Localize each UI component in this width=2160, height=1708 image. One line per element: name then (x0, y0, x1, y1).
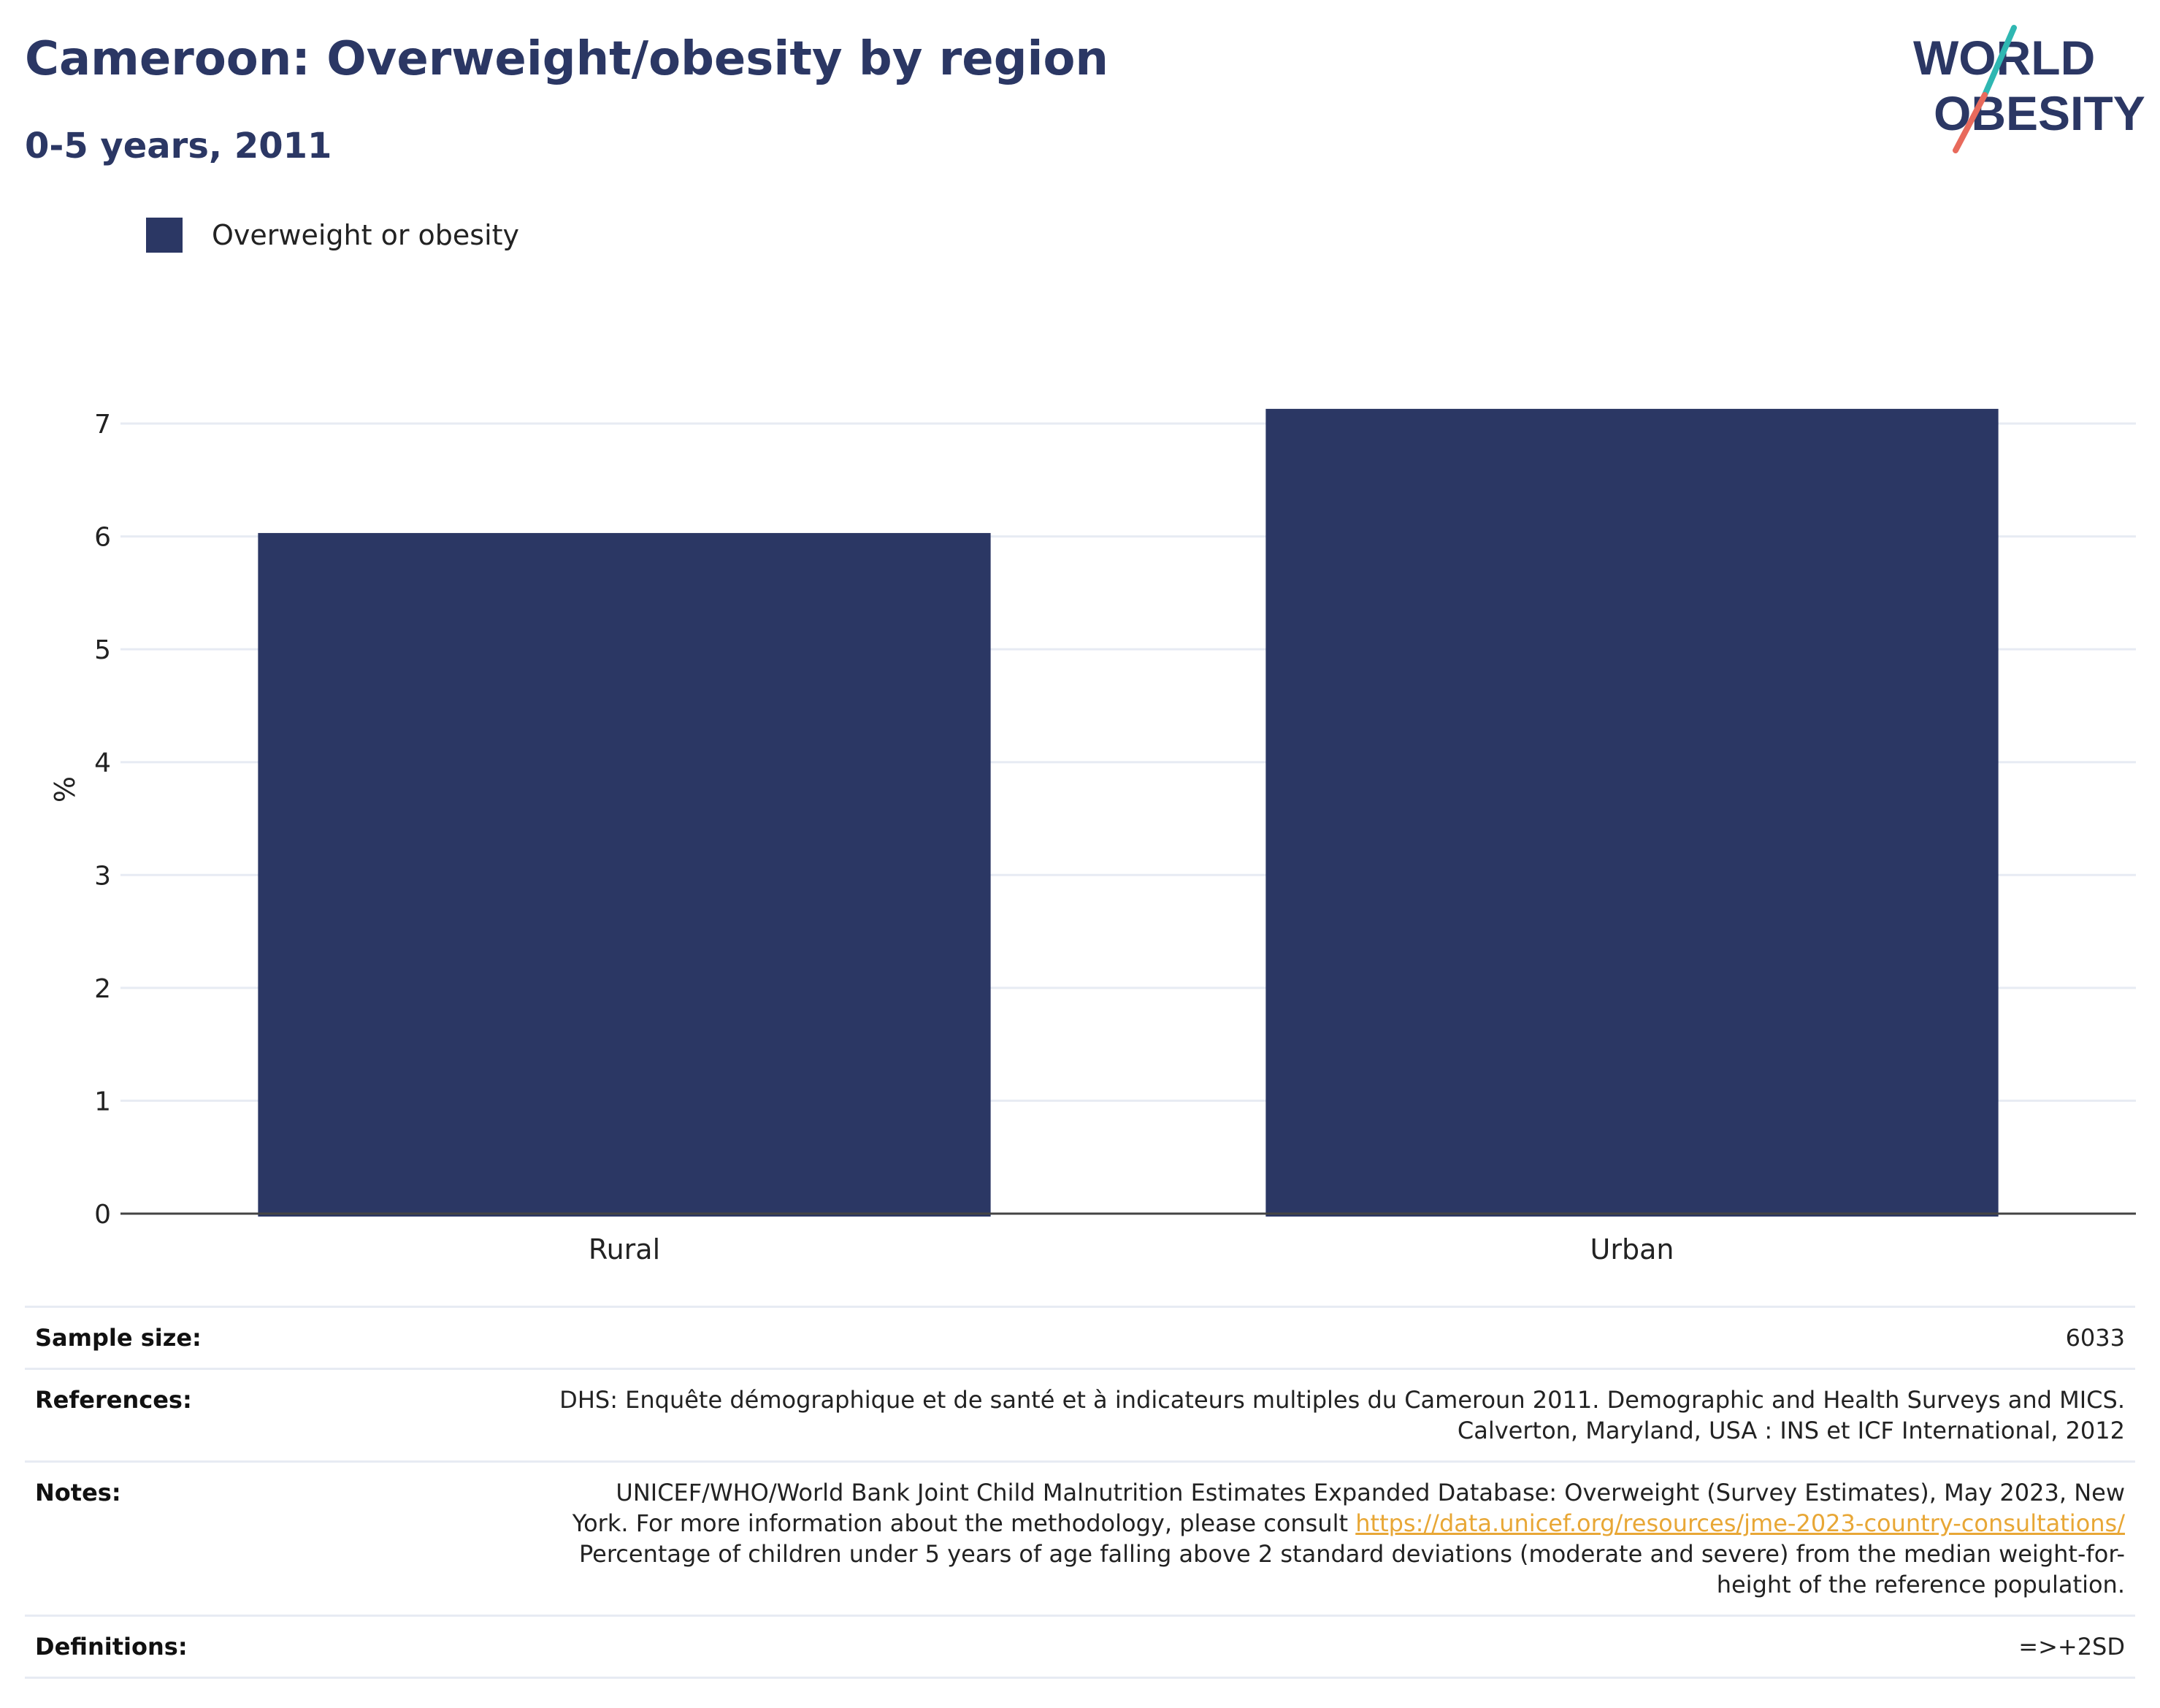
y-tick-label: 5 (94, 635, 111, 665)
world-obesity-logo: WORLD OBESITY (1913, 25, 2145, 153)
y-tick-label: 7 (94, 410, 111, 440)
y-tick-label: 2 (94, 974, 111, 1004)
info-row-notes: Notes: UNICEF/WHO/World Bank Joint Child… (25, 1460, 2135, 1616)
notes-value: UNICEF/WHO/World Bank Joint Child Malnut… (337, 1460, 2135, 1616)
info-row-references: References: DHS: Enquête démographique e… (25, 1368, 2135, 1462)
bar-chart: 0 1 2 3 4 5 6 7% Rural Urban (47, 408, 2136, 1265)
notes-link[interactable]: https://data.unicef.org/resources/jme-20… (1355, 1509, 2125, 1537)
logo-slash-top-icon (1982, 25, 2017, 98)
info-row-sample-size: Sample size: 6033 (25, 1306, 2135, 1369)
logo-line1: WORLD (1913, 31, 2095, 85)
y-tick-label: 0 (94, 1200, 111, 1230)
notes-line4: height of the reference population. (1716, 1571, 2125, 1598)
references-label: References: (25, 1368, 337, 1462)
x-tick-label: Urban (1590, 1233, 1674, 1265)
definitions-value: =>+2SD (337, 1615, 2135, 1679)
x-tick-label: Rural (589, 1233, 660, 1265)
bar (1265, 408, 1999, 1217)
definitions-label: Definitions: (25, 1615, 337, 1679)
y-tick-label: 3 (94, 861, 111, 891)
notes-line3: Percentage of children under 5 years of … (579, 1540, 2125, 1568)
y-tick-label: 1 (94, 1087, 111, 1117)
chart-title: Cameroon: Overweight/obesity by region (25, 32, 1108, 86)
legend-swatch (146, 218, 183, 253)
y-axis-label: % (47, 776, 80, 803)
bar (258, 532, 991, 1217)
notes-line2: York. For more information about the met… (572, 1509, 1356, 1537)
y-tick-label: 4 (94, 748, 111, 778)
y-tick-label: 6 (94, 523, 111, 553)
notes-line1: UNICEF/WHO/World Bank Joint Child Malnut… (616, 1479, 2125, 1506)
legend-label: Overweight or obesity (212, 219, 520, 251)
legend: Overweight or obesity (146, 218, 519, 253)
info-table: Sample size: 6033 References: DHS: Enquê… (25, 1306, 2135, 1679)
logo-slash-bottom-icon (1953, 92, 1988, 153)
info-row-definitions: Definitions: =>+2SD (25, 1615, 2135, 1679)
references-line1: DHS: Enquête démographique et de santé e… (559, 1386, 2125, 1414)
notes-label: Notes: (25, 1460, 337, 1616)
sample-size-label: Sample size: (25, 1306, 337, 1369)
chart-subtitle: 0-5 years, 2011 (25, 126, 332, 166)
references-line2: Calverton, Maryland, USA : INS et ICF In… (1457, 1417, 2125, 1444)
sample-size-value: 6033 (337, 1306, 2135, 1369)
references-value: DHS: Enquête démographique et de santé e… (337, 1368, 2135, 1462)
